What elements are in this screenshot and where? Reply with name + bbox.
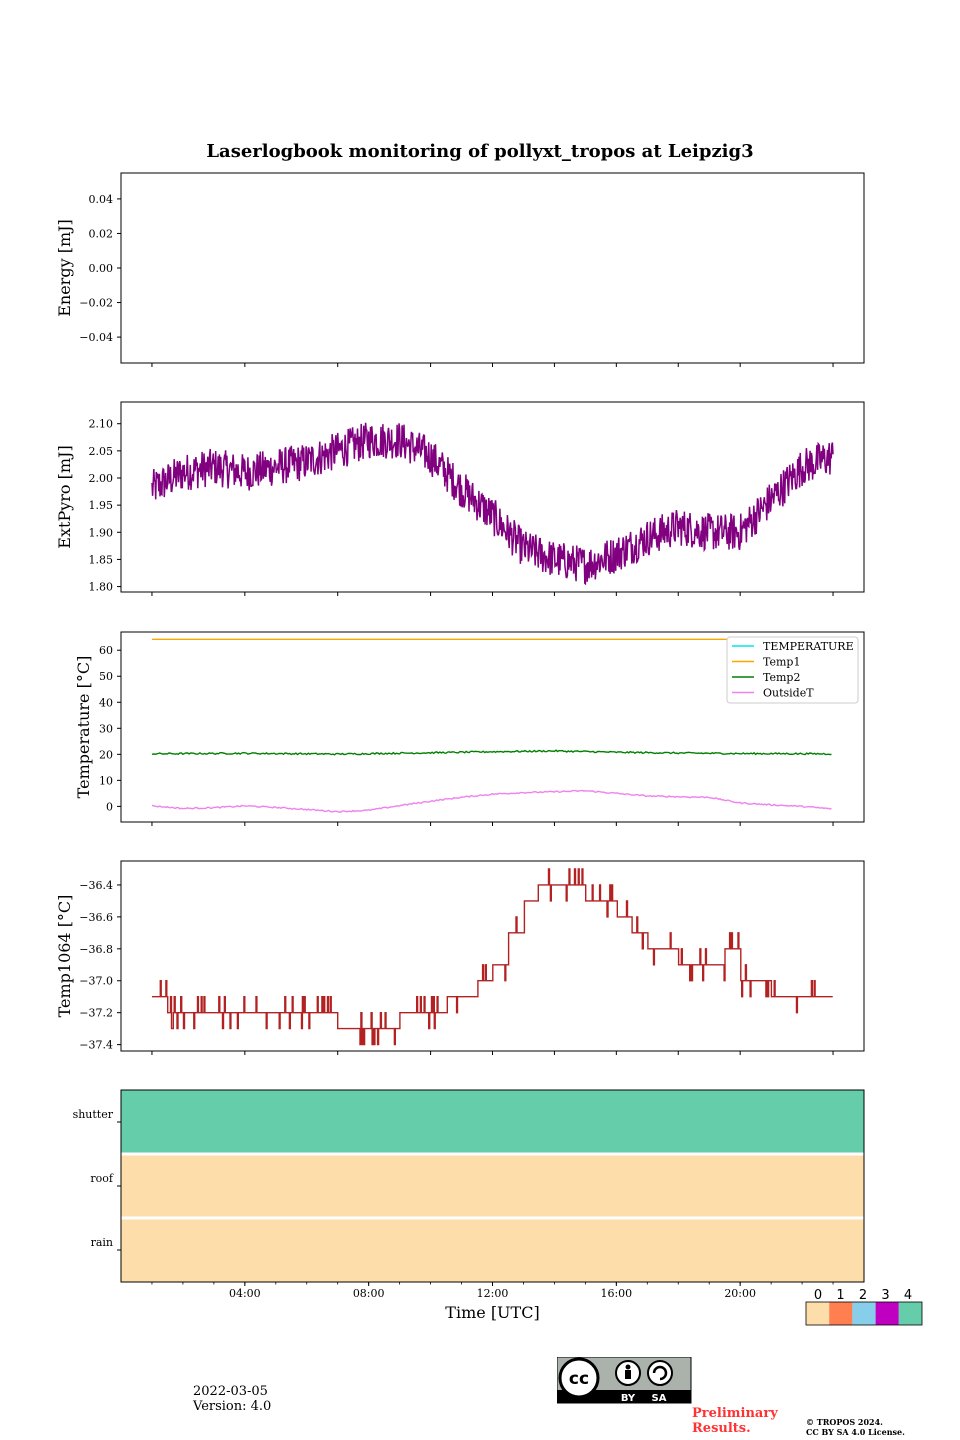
copyright-note: © TROPOS 2024. CC BY SA 4.0 License. <box>806 1417 905 1437</box>
y-axis-label: Energy [mJ] <box>55 219 74 317</box>
colorbar-cell <box>829 1302 853 1325</box>
series-line-outsidet <box>151 789 832 813</box>
y-tick-label: −36.8 <box>79 943 113 956</box>
badge-sa-text: SA <box>652 1393 667 1404</box>
y-tick-label: 0.00 <box>89 262 114 275</box>
footer-date: 2022-03-05 <box>193 1384 268 1399</box>
colorbar-tick-label: 4 <box>904 1288 912 1303</box>
heatmap-row-roof <box>121 1155 864 1217</box>
y-tick-label: 1.90 <box>89 526 114 539</box>
y-axis-label: Temperature [°C] <box>74 656 93 799</box>
badge-by-text: BY <box>621 1393 636 1404</box>
series-group <box>152 868 833 1046</box>
x-tick-label: 04:00 <box>229 1287 261 1300</box>
y-axis-label: Temp1064 [°C] <box>55 895 74 1018</box>
y-tick-label: −37.0 <box>79 975 113 988</box>
heatmap-row-shutter <box>121 1090 864 1153</box>
y-tick-label: 50 <box>99 670 113 683</box>
legend: TEMPERATURE Temp1 Temp2 OutsideT <box>726 636 859 704</box>
plot-frame <box>120 860 865 1052</box>
y-tick-label: 0.02 <box>89 227 114 240</box>
y-tick-label: −0.02 <box>79 297 113 310</box>
y-tick-label: 20 <box>99 748 113 761</box>
panel-4: −36.4 −36.6 −36.8 −37.0 −37.2 −37.4 Temp1064 [… <box>55 860 865 1055</box>
legend-label: OutsideT <box>763 687 814 700</box>
y-tick-label: −36.4 <box>79 879 113 892</box>
heatmap-row-rain <box>121 1219 864 1282</box>
colorbar-tick-label: 2 <box>859 1288 867 1303</box>
svg-text:cc: cc <box>569 1369 589 1389</box>
colorbar-cell <box>875 1302 899 1325</box>
plot-frame <box>120 172 865 364</box>
plot-frame <box>120 401 865 593</box>
legend-label: Temp1 <box>763 656 800 669</box>
status-heatmap: shutter roof rain 04:00 08:00 12:00 16:00 20:00… <box>73 1089 865 1322</box>
preliminary-line-1: Preliminary <box>692 1406 778 1421</box>
y-tick-label: 0.04 <box>89 193 114 206</box>
legend-label: TEMPERATURE <box>763 640 854 653</box>
y-axis-label: ExtPyro [mJ] <box>55 445 74 548</box>
x-tick-label: 20:00 <box>724 1287 756 1300</box>
footer-version: Version: 4.0 <box>193 1399 272 1414</box>
x-tick-label: 12:00 <box>477 1287 509 1300</box>
series-line-extpyro <box>151 422 834 586</box>
y-tick-label: 10 <box>99 774 113 787</box>
colorbar-cell <box>852 1302 876 1325</box>
y-tick-label: −37.2 <box>79 1007 113 1020</box>
series-group <box>151 422 834 586</box>
y-tick-label: 2.10 <box>89 418 114 431</box>
x-tick-label: 16:00 <box>600 1287 632 1300</box>
y-tick-label: 1.80 <box>89 581 114 594</box>
y-tick-label: 1.85 <box>89 553 114 566</box>
y-tick-label: 1.95 <box>89 499 114 512</box>
x-tick-label: 08:00 <box>353 1287 385 1300</box>
colorbar-frame <box>805 1301 923 1326</box>
y-tick-label: 0 <box>106 800 113 813</box>
copyright-line-2: CC BY SA 4.0 License. <box>806 1427 905 1437</box>
colorbar-tick-label: 1 <box>836 1288 844 1303</box>
plot-frame <box>120 631 865 823</box>
preliminary-line-2: Results. <box>692 1421 751 1436</box>
y-tick-label: 60 <box>99 644 113 657</box>
colorbar-tick-label: 3 <box>881 1288 889 1303</box>
panel-1: 0.04 0.02 0.00 −0.02 −0.04 Energy [mJ] <box>55 172 865 367</box>
panel-3: 60 50 40 30 20 10 0 Temperature [°C] TEMPERATURE… <box>74 631 865 826</box>
y-tick-label: 40 <box>99 696 113 709</box>
x-axis-label: Time [UTC] <box>445 1303 539 1322</box>
footer-info: 2022-03-05 Version: 4.0 <box>193 1384 271 1414</box>
y-tick-label: 2.00 <box>89 472 114 485</box>
panel-2: 2.10 2.05 2.00 1.95 1.90 1.85 1.80 ExtPyro [mJ] <box>55 401 865 596</box>
heatmap-row-label: roof <box>90 1172 114 1185</box>
y-tick-label: −36.6 <box>79 911 113 924</box>
colorbar-cell <box>806 1302 830 1325</box>
y-tick-label: −0.04 <box>79 331 113 344</box>
legend-label: Temp2 <box>763 671 800 684</box>
copyright-line-1: © TROPOS 2024. <box>806 1417 883 1427</box>
heatmap-row-label: shutter <box>73 1108 114 1121</box>
chart-title: Laserlogbook monitoring of pollyxt_tropo… <box>206 141 754 162</box>
y-tick-label: 2.05 <box>89 445 114 458</box>
colorbar-cell <box>898 1302 922 1325</box>
series-group <box>151 638 833 813</box>
heatmap-row-label: rain <box>91 1236 113 1249</box>
legend-box <box>726 636 859 704</box>
series-line-temp2 <box>151 749 832 756</box>
y-tick-label: −37.4 <box>79 1039 113 1052</box>
cc-by-sa-icon: cc BY SA <box>557 1357 692 1404</box>
preliminary-note: Preliminary Results. <box>692 1406 778 1436</box>
series-line-temp1064 <box>152 868 833 1046</box>
colorbar-tick-label: 0 <box>814 1288 822 1303</box>
y-tick-label: 30 <box>99 722 113 735</box>
